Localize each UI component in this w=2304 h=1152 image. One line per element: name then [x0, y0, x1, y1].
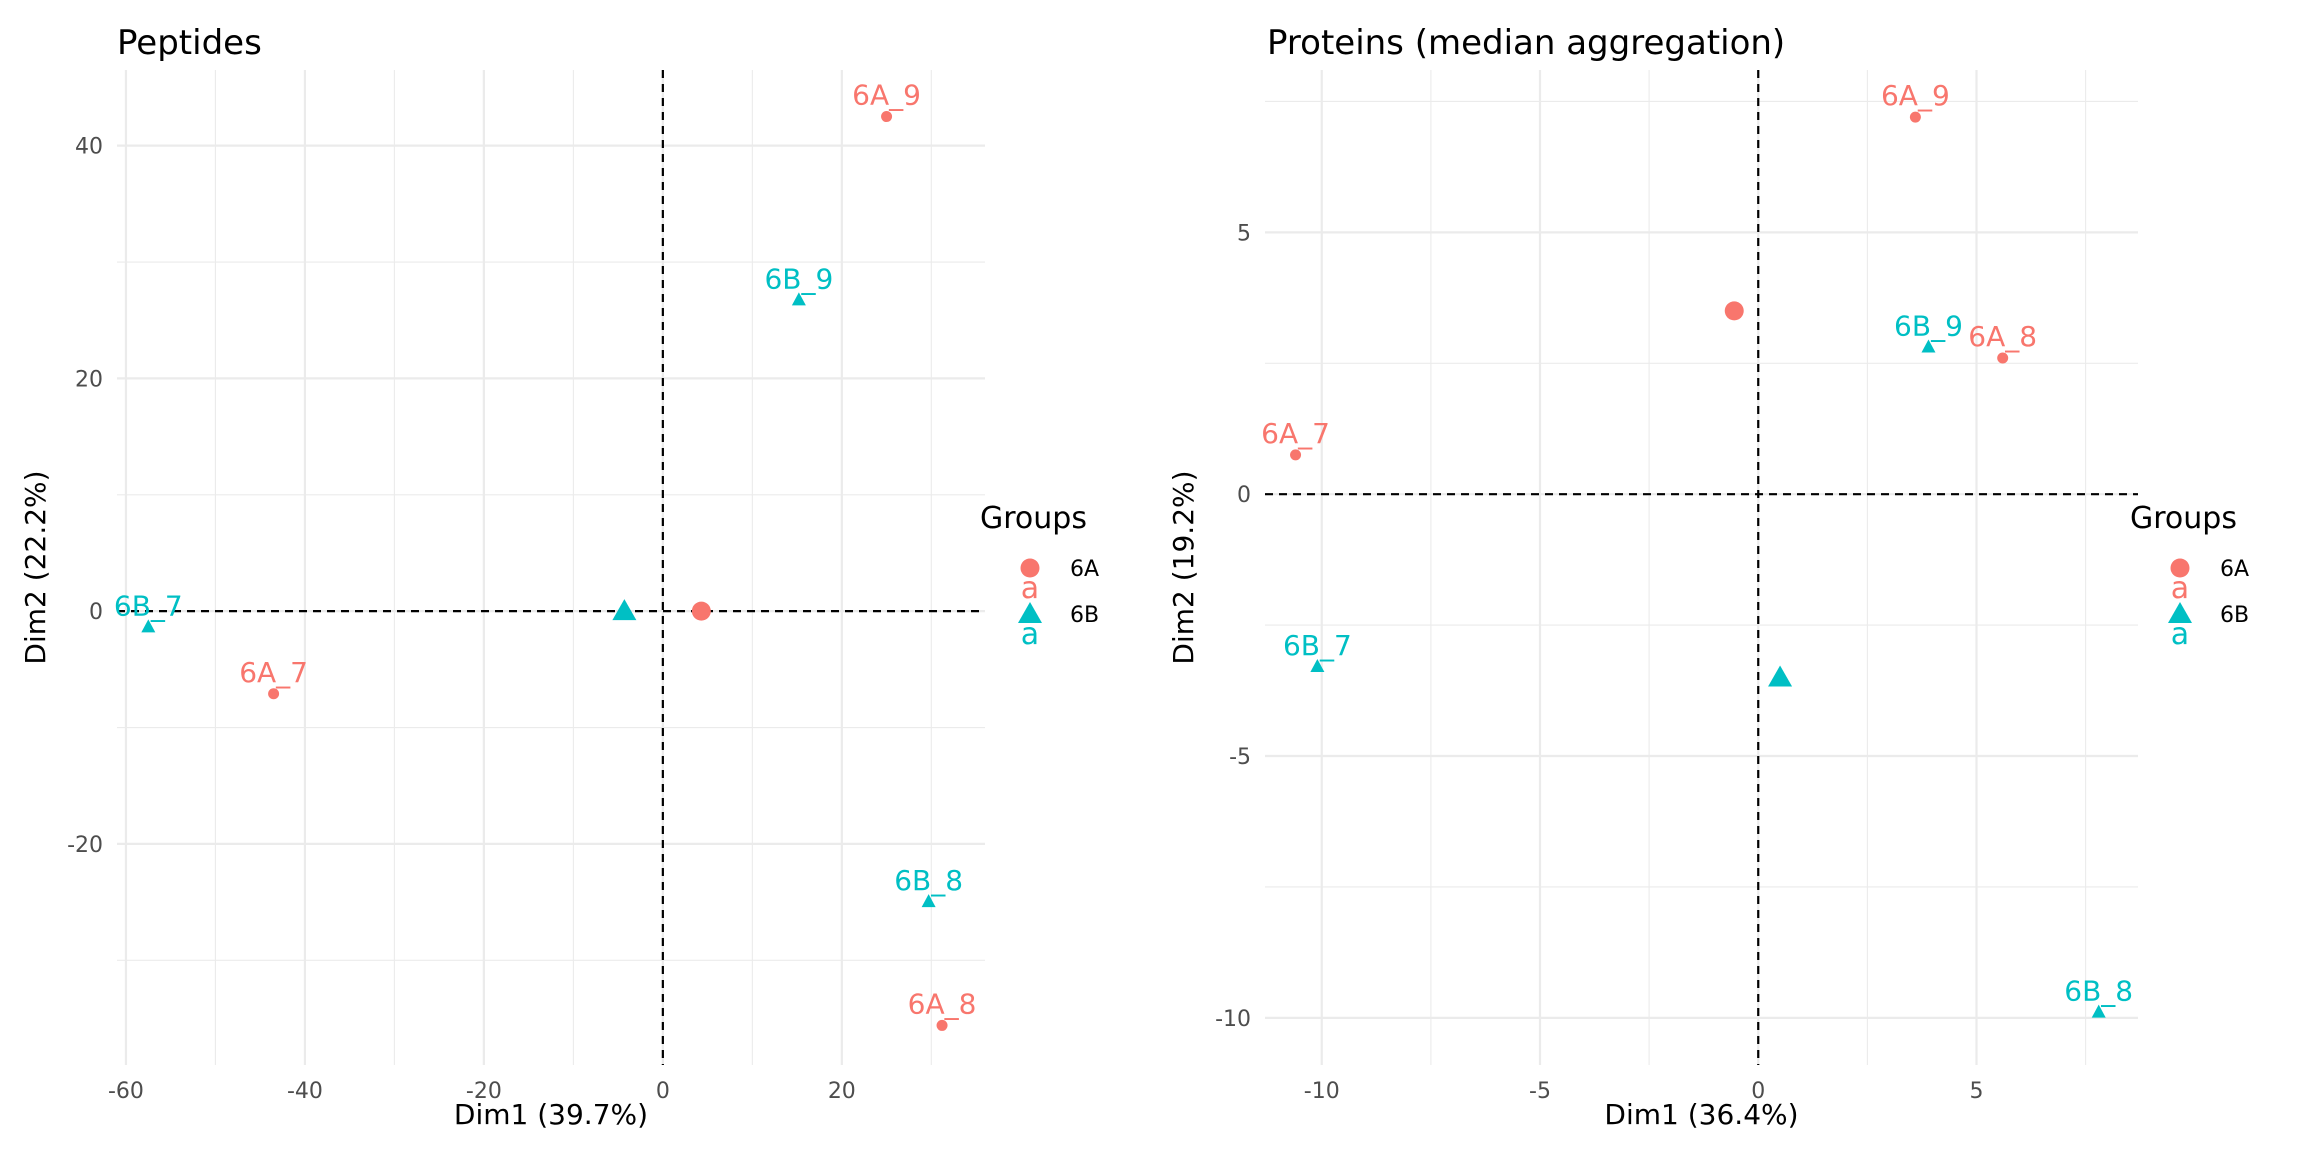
data-point-6A_8 [936, 1019, 948, 1031]
y-tick-label: -10 [1215, 1007, 1251, 1032]
point-label: 6B_7 [1283, 629, 1352, 662]
x-tick-label: 0 [1751, 1079, 1765, 1104]
point-label: 6A_8 [908, 987, 977, 1020]
legend-title: Groups [980, 501, 1087, 536]
x-tick-label: -20 [466, 1079, 502, 1104]
legend-label: 6A [1070, 557, 1099, 582]
x-tick-label: -60 [108, 1079, 144, 1104]
point-label: 6B_7 [114, 589, 183, 622]
y-axis-title: Dim2 (19.2%) [1167, 470, 1200, 664]
point-label: 6A_9 [852, 79, 921, 112]
y-tick-label: 40 [75, 135, 103, 160]
point-label: 6A_7 [1261, 417, 1330, 450]
data-point-6B_7 [1310, 659, 1325, 672]
point-label: 6A_9 [1881, 79, 1950, 112]
legend: Groups a 6A a 6B [980, 501, 1099, 652]
y-tick-label: 20 [75, 367, 103, 392]
x-tick-label: -40 [287, 1079, 323, 1104]
x-tick-label: 20 [828, 1079, 856, 1104]
y-tick-label: 0 [1237, 483, 1251, 508]
point-label: 6A_7 [239, 656, 308, 689]
centroid-6B-point [612, 599, 637, 621]
legend-key-text-glyph: a [2171, 617, 2189, 652]
legend-label: 6B [2220, 603, 2249, 628]
data-point-6A_9 [881, 111, 893, 123]
legend-title: Groups [2130, 501, 2237, 536]
legend-key-text-glyph: a [1021, 571, 1039, 606]
y-tick-label: 0 [89, 600, 103, 625]
x-tick-label: -10 [1304, 1079, 1340, 1104]
chart-title: Peptides [117, 23, 262, 63]
data-point-6A_7 [1290, 449, 1302, 461]
x-tick-label: 5 [1969, 1079, 1983, 1104]
y-axis-title: Dim2 (22.2%) [19, 470, 52, 664]
centroid-6A-point [1724, 301, 1744, 321]
point-label: 6B_9 [764, 262, 833, 295]
point-label: 6A_8 [1968, 320, 2037, 353]
y-tick-label: 5 [1237, 221, 1251, 246]
legend-key-6A-circle [2170, 558, 2190, 578]
chart-panel-1: -60 -40 -20 0 20 -20 0 20 40 Peptides Dim1 (39.7%)… [19, 23, 1099, 1131]
x-axis-title: Dim1 (36.4%) [1604, 1098, 1798, 1131]
data-point-6B_9 [1921, 339, 1936, 353]
x-tick-label: -5 [1529, 1079, 1551, 1104]
data-point-6B_8 [2091, 1004, 2106, 1018]
legend-label: 6B [1070, 603, 1099, 628]
legend-key-text-glyph: a [2171, 571, 2189, 606]
grid [1265, 70, 2138, 1065]
data-point-6B_8 [921, 894, 936, 908]
centroid-6B-point [1768, 665, 1793, 687]
point-label: 6B_8 [894, 864, 963, 897]
point-label: 6B_9 [1894, 310, 1963, 343]
chart-panel-2: -10 -5 0 5 -10 -5 0 5 Proteins (median aggregati… [1167, 23, 2249, 1131]
data-point-6B_7 [141, 619, 156, 633]
legend-key-6B-triangle [1018, 602, 1042, 623]
data-point-6A_7 [268, 688, 280, 700]
point-label: 6B_8 [2064, 975, 2133, 1008]
data-point-6A_8 [1997, 352, 2009, 364]
legend-key-6B-triangle [2168, 602, 2192, 623]
legend-key-6A-circle [1020, 558, 1040, 578]
legend-key-text-glyph: a [1021, 617, 1039, 652]
legend: Groups a 6A a 6B [2130, 501, 2249, 652]
y-tick-label: -5 [1229, 745, 1251, 770]
data-point-6A_9 [1909, 111, 1921, 123]
chart-title: Proteins (median aggregation) [1267, 23, 1785, 63]
x-axis-title: Dim1 (39.7%) [454, 1098, 648, 1131]
x-tick-label: 0 [656, 1079, 670, 1104]
data-point-6B_9 [791, 292, 806, 306]
y-tick-label: -20 [67, 833, 103, 858]
grid [117, 70, 985, 1065]
legend-label: 6A [2220, 557, 2249, 582]
centroid-6A-point [691, 601, 711, 621]
